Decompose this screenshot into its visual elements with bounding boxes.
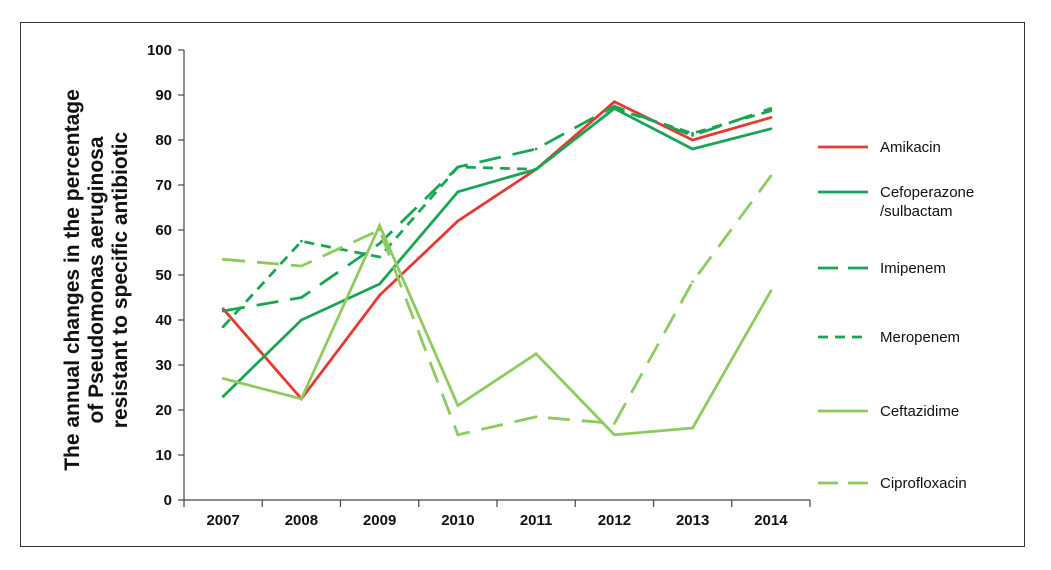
- data-point: [769, 107, 773, 110]
- y-tick-label: 90: [155, 87, 172, 104]
- y-tick-label: 60: [155, 222, 172, 239]
- x-tick-label: 2014: [754, 512, 788, 529]
- data-point: [612, 433, 616, 437]
- y-tick-label: 70: [155, 177, 172, 194]
- data-point: [378, 293, 382, 297]
- data-point: [769, 289, 773, 293]
- legend-label: Cefoperazone: [880, 184, 974, 201]
- y-tick-label: 30: [155, 357, 172, 374]
- chart-frame: [20, 22, 1025, 547]
- y-tick-label: 0: [164, 492, 172, 509]
- data-point: [378, 255, 382, 259]
- data-point: [769, 174, 773, 178]
- y-tick-label: 20: [155, 402, 172, 419]
- data-point: [691, 426, 695, 430]
- data-point: [612, 422, 616, 425]
- data-point: [691, 134, 695, 137]
- x-tick-label: 2012: [598, 512, 631, 529]
- series-line-1: [222, 106, 772, 398]
- data-point: [769, 116, 773, 119]
- data-point: [378, 242, 382, 245]
- legend-label: Ceftazidime: [880, 403, 959, 420]
- data-point: [612, 104, 616, 108]
- legend-label: Ciprofloxacin: [880, 475, 967, 492]
- data-point: [691, 280, 695, 284]
- data-point: [378, 224, 382, 227]
- x-tick-label: 2013: [676, 512, 709, 529]
- data-point: [456, 219, 460, 223]
- data-point: [691, 131, 695, 135]
- data-point: [299, 264, 303, 268]
- data-point: [534, 167, 538, 171]
- data-point: [612, 107, 616, 110]
- data-point: [612, 100, 616, 104]
- data-point: [456, 404, 460, 407]
- y-tick-label: 100: [147, 42, 172, 59]
- data-point: [299, 296, 303, 299]
- data-point: [221, 395, 225, 398]
- data-point: [534, 352, 538, 356]
- y-tick-label: 80: [155, 132, 172, 149]
- data-point: [221, 309, 225, 313]
- data-point: [456, 190, 460, 194]
- data-point: [691, 138, 695, 142]
- data-point: [378, 282, 382, 286]
- data-point: [299, 318, 303, 322]
- data-point: [299, 239, 303, 243]
- data-point: [221, 377, 225, 380]
- x-tick-label: 2007: [206, 512, 239, 529]
- data-point: [769, 127, 773, 131]
- data-point: [299, 397, 303, 401]
- y-axis-title-line: of Pseudomonas aeruginosa: [85, 136, 108, 423]
- x-tick-label: 2011: [520, 512, 553, 529]
- y-tick-label: 10: [155, 447, 172, 464]
- data-point: [221, 307, 225, 311]
- x-tick-label: 2009: [363, 512, 396, 529]
- data-point: [456, 433, 460, 437]
- data-point: [221, 325, 225, 329]
- x-tick-label: 2008: [285, 512, 318, 529]
- data-point: [378, 228, 382, 232]
- series-line-0: [222, 100, 772, 402]
- data-point: [769, 109, 773, 113]
- y-tick-label: 50: [155, 267, 172, 284]
- y-tick-label: 40: [155, 312, 172, 329]
- data-point: [534, 147, 538, 151]
- series-line-4: [222, 222, 773, 437]
- data-point: [534, 415, 538, 419]
- data-point: [691, 147, 695, 151]
- data-point: [456, 165, 460, 169]
- legend-label: Amikacin: [880, 139, 941, 156]
- x-tick-label: 2010: [441, 512, 474, 529]
- data-point: [221, 257, 225, 261]
- series-line-5: [222, 175, 773, 437]
- legend-label: Meropenem: [880, 329, 960, 346]
- legend-label: Imipenem: [880, 260, 946, 277]
- y-axis-title-line: resistant to specific antibiotic: [109, 131, 132, 428]
- y-axis-title-line: The annual changes in the percentage: [61, 89, 84, 471]
- legend-label: /sulbactam: [880, 203, 953, 220]
